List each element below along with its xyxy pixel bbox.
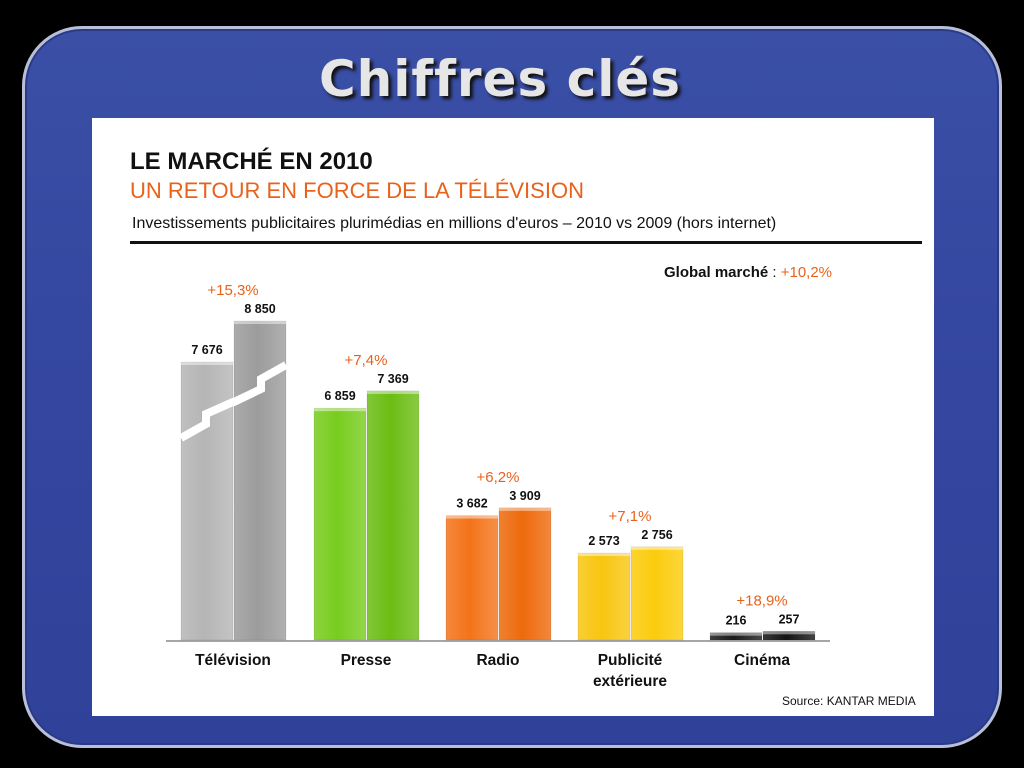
category-label-radio: Radio xyxy=(476,652,519,669)
bar-highlight-radio-2010 xyxy=(499,507,551,511)
value-label-television-2010: 8 850 xyxy=(244,302,275,316)
chart-subtitle: Investissements publicitaires plurimédia… xyxy=(132,215,777,232)
value-label-radio-2010: 3 909 xyxy=(509,489,540,503)
bar-presse-2010 xyxy=(366,390,420,641)
bar-radio-2010 xyxy=(498,507,552,641)
global-market-value: +10,2% xyxy=(780,264,833,281)
growth-label-presse: +7,4% xyxy=(345,352,388,369)
bar-cinema-2009 xyxy=(709,632,763,641)
source-note: Source: KANTAR MEDIA xyxy=(782,694,916,708)
axis-break-mark xyxy=(179,361,288,442)
growth-label-publicite-exterieure: +7,1% xyxy=(609,508,652,525)
bar-publicite-exterieure-2010 xyxy=(630,546,684,641)
value-label-presse-2010: 7 369 xyxy=(377,372,408,386)
bar-highlight-radio-2009 xyxy=(446,515,498,519)
heading-rule xyxy=(130,241,922,244)
growth-label-radio: +6,2% xyxy=(477,469,520,486)
bar-cinema-2010 xyxy=(762,631,816,641)
bar-chart: 7 676 8 850 +15,3% Télévision 6 859 7 369 +7,4… xyxy=(166,282,830,690)
value-label-radio-2009: 3 682 xyxy=(456,497,487,511)
category-label-presse: Presse xyxy=(341,652,392,669)
value-label-publicite-exterieure-2009: 2 573 xyxy=(588,534,619,548)
value-label-presse-2009: 6 859 xyxy=(324,389,355,403)
growth-label-cinema: +18,9% xyxy=(736,592,787,609)
global-market-separator: : xyxy=(768,264,781,281)
bar-publicite-exterieure-2009 xyxy=(577,552,631,641)
bar-highlight-television-2009 xyxy=(181,362,233,365)
bar-radio-2009 xyxy=(445,515,499,641)
bar-highlight-presse-2009 xyxy=(314,408,366,412)
bar-highlight-presse-2010 xyxy=(367,390,419,394)
bar-highlight-cinema-2009 xyxy=(710,632,762,636)
value-label-publicite-exterieure-2010: 2 756 xyxy=(641,528,672,542)
chart-panel: LE MARCHÉ EN 2010 UN RETOUR EN FORCE DE … xyxy=(92,118,934,716)
category-label-television: Télévision xyxy=(195,652,271,669)
category-label-publicite-exterieure-line1: Publicité xyxy=(598,652,663,669)
value-label-cinema-2010: 257 xyxy=(779,612,800,626)
bar-highlight-television-2010 xyxy=(234,321,286,324)
growth-label-television: +15,3% xyxy=(207,282,258,299)
bar-presse-2009 xyxy=(313,407,367,641)
bar-highlight-cinema-2010 xyxy=(763,631,815,635)
global-market: Global marché : +10,2% xyxy=(664,264,832,281)
bar-highlight-publicite-exterieure-2010 xyxy=(631,546,683,550)
slide-title: Chiffres clés xyxy=(318,50,682,108)
value-label-television-2009: 7 676 xyxy=(191,343,222,357)
global-market-label: Global marché xyxy=(664,264,769,281)
chart-heading: LE MARCHÉ EN 2010 xyxy=(130,148,373,175)
chart-subheading: UN RETOUR EN FORCE DE LA TÉLÉVISION xyxy=(130,178,584,203)
value-label-cinema-2009: 216 xyxy=(726,614,747,628)
bar-highlight-publicite-exterieure-2009 xyxy=(578,553,630,557)
category-label-publicite-exterieure-line2: extérieure xyxy=(593,673,667,690)
category-label-cinema: Cinéma xyxy=(734,652,790,669)
